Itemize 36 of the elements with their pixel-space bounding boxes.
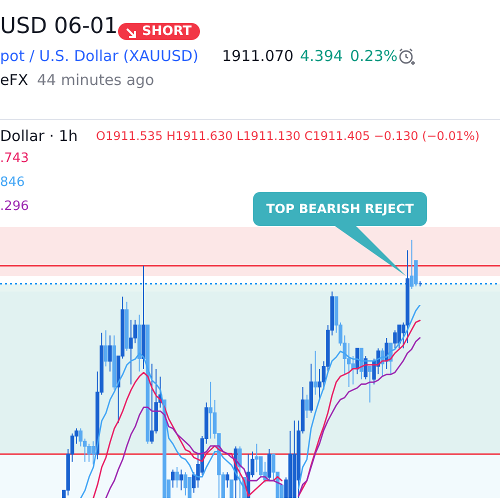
candlestick (230, 480, 234, 498)
text: eFX (0, 71, 28, 89)
candlestick (238, 446, 242, 498)
candlestick (170, 469, 175, 488)
candlestick (208, 381, 212, 440)
candlestick (129, 319, 133, 385)
candlestick (179, 469, 184, 491)
candlestick (91, 440, 96, 465)
chart-title: USD 06-01 (0, 14, 118, 39)
text: 1911.070 (222, 47, 294, 65)
text: SHORT (118, 23, 200, 40)
candlestick (258, 456, 263, 478)
candlestick (225, 472, 230, 488)
text: .296 (0, 199, 29, 214)
candlestick (347, 342, 351, 388)
candlestick (78, 428, 83, 447)
candlestick (368, 366, 372, 404)
candlestick (305, 394, 309, 418)
candlestick (150, 363, 154, 444)
candlestick (104, 330, 108, 367)
text: O1911.535 H1911.630 L1911.130 C1911.405 −0.130 (−0.01%) (96, 129, 480, 143)
candlestick (313, 350, 318, 396)
candlestick (267, 448, 272, 480)
text: 4.394 (300, 47, 343, 65)
text: .743 (0, 151, 29, 166)
candlestick (414, 260, 418, 287)
text: 44 minutes ago (37, 71, 154, 89)
candlestick (175, 466, 179, 488)
text: 0.23% (350, 47, 398, 65)
candlestick (410, 239, 414, 290)
text: Dollar · 1h (0, 127, 78, 145)
text: pot / U.S. Dollar (XAUUSD) (0, 47, 198, 65)
text: 846 (0, 175, 25, 190)
candlestick (384, 337, 388, 370)
candlestick (184, 472, 188, 496)
candlestick (108, 334, 112, 372)
